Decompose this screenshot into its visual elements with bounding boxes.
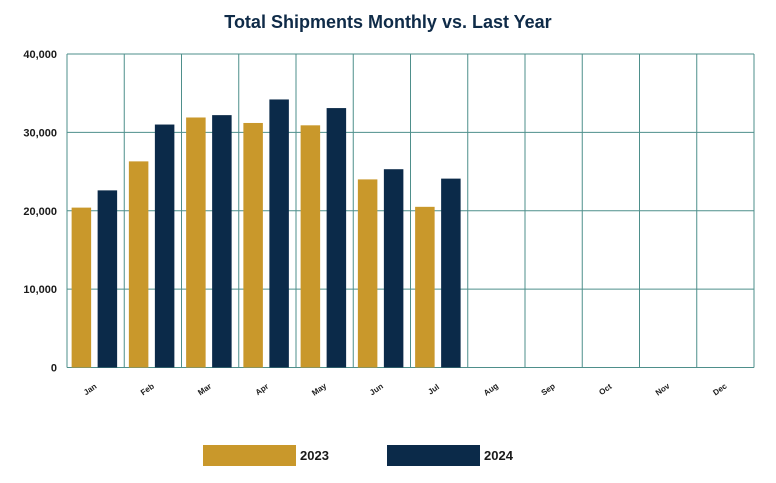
bar-2023-jan <box>71 207 92 368</box>
x-tick-label: Feb <box>139 382 156 398</box>
legend-label-2024: 2024 <box>484 448 514 463</box>
bar-2024-may <box>326 108 347 368</box>
x-tick-label: Aug <box>482 381 500 397</box>
x-tick-label: Sep <box>540 381 557 397</box>
bar-2023-feb <box>128 161 149 368</box>
x-tick-label: May <box>310 381 328 398</box>
legend-label-2023: 2023 <box>300 448 329 463</box>
legend-swatch-2023 <box>203 445 296 466</box>
y-tick-label: 20,000 <box>23 206 57 218</box>
x-tick-label: Dec <box>711 381 729 397</box>
x-tick-label: Oct <box>597 382 613 397</box>
legend-swatch-2024 <box>387 445 480 466</box>
bar-2024-apr <box>269 99 289 368</box>
bar-2024-jan <box>97 190 118 368</box>
bar-2023-may <box>300 125 321 368</box>
x-tick-label: Jul <box>426 382 441 396</box>
y-tick-label: 40,000 <box>23 49 57 61</box>
bar-2024-mar <box>212 115 232 368</box>
bar-2024-jun <box>383 169 404 368</box>
chart-title: Total Shipments Monthly vs. Last Year <box>224 12 552 32</box>
bar-2023-mar <box>186 117 206 368</box>
bar-2024-feb <box>154 124 175 368</box>
bar-2023-jul <box>415 206 435 368</box>
bar-2023-apr <box>243 122 263 368</box>
x-tick-label: Jan <box>82 382 99 397</box>
x-tick-label: Nov <box>654 381 672 397</box>
y-tick-label: 0 <box>51 363 57 375</box>
x-tick-label: Apr <box>254 382 270 397</box>
y-tick-label: 30,000 <box>23 127 57 139</box>
x-tick-label: Mar <box>196 382 213 398</box>
y-tick-label: 10,000 <box>23 284 57 296</box>
x-tick-label: Jun <box>368 382 385 398</box>
bar-2024-jul <box>441 178 461 368</box>
bar-2023-jun <box>357 179 378 368</box>
